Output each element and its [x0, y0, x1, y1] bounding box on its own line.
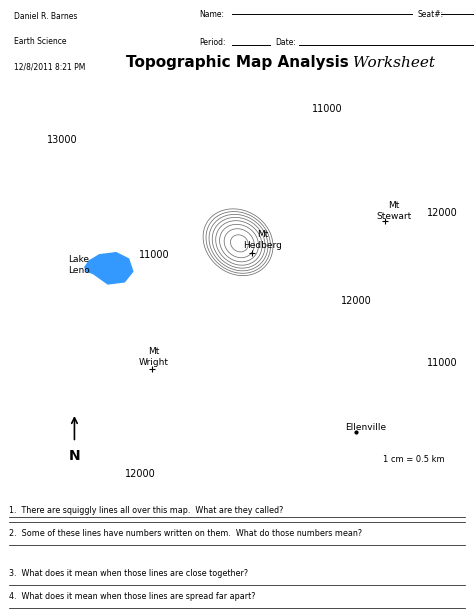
Text: Earth Science: Earth Science	[14, 37, 67, 47]
Text: Worksheet: Worksheet	[348, 56, 436, 70]
Text: N: N	[69, 449, 80, 463]
Text: 12000: 12000	[427, 208, 457, 218]
Text: 11000: 11000	[139, 249, 170, 260]
Text: 12/8/2011 8:21 PM: 12/8/2011 8:21 PM	[14, 63, 86, 72]
Text: Name:: Name:	[199, 10, 224, 18]
Text: Mt
Stewart: Mt Stewart	[377, 201, 412, 221]
Text: Date:: Date:	[275, 38, 296, 47]
Text: 4.  What does it mean when those lines are spread far apart?: 4. What does it mean when those lines ar…	[9, 592, 256, 601]
Text: Period:: Period:	[199, 38, 226, 47]
Text: Topographic Map Analysis: Topographic Map Analysis	[126, 55, 348, 70]
Text: 12000: 12000	[341, 295, 372, 306]
Text: 12000: 12000	[125, 468, 155, 479]
Text: Daniel R. Barnes: Daniel R. Barnes	[14, 12, 78, 21]
Text: 1.  There are squiggly lines all over this map.  What are they called?: 1. There are squiggly lines all over thi…	[9, 506, 284, 515]
Text: 11000: 11000	[312, 104, 343, 114]
Text: 2.  Some of these lines have numbers written on them.  What do those numbers mea: 2. Some of these lines have numbers writ…	[9, 529, 363, 538]
Text: 11000: 11000	[427, 358, 457, 368]
Text: Lake
Leno: Lake Leno	[68, 256, 90, 275]
Text: 3.  What does it mean when those lines are close together?: 3. What does it mean when those lines ar…	[9, 569, 248, 577]
Polygon shape	[85, 253, 133, 284]
Text: Mt
Wright: Mt Wright	[139, 347, 169, 367]
Text: Mt
Hedberg: Mt Hedberg	[243, 230, 282, 250]
Text: Ellenville: Ellenville	[346, 423, 386, 432]
Text: Seat#:: Seat#:	[417, 10, 443, 18]
Text: 1 cm = 0.5 km: 1 cm = 0.5 km	[383, 454, 445, 463]
Text: 13000: 13000	[47, 135, 78, 145]
